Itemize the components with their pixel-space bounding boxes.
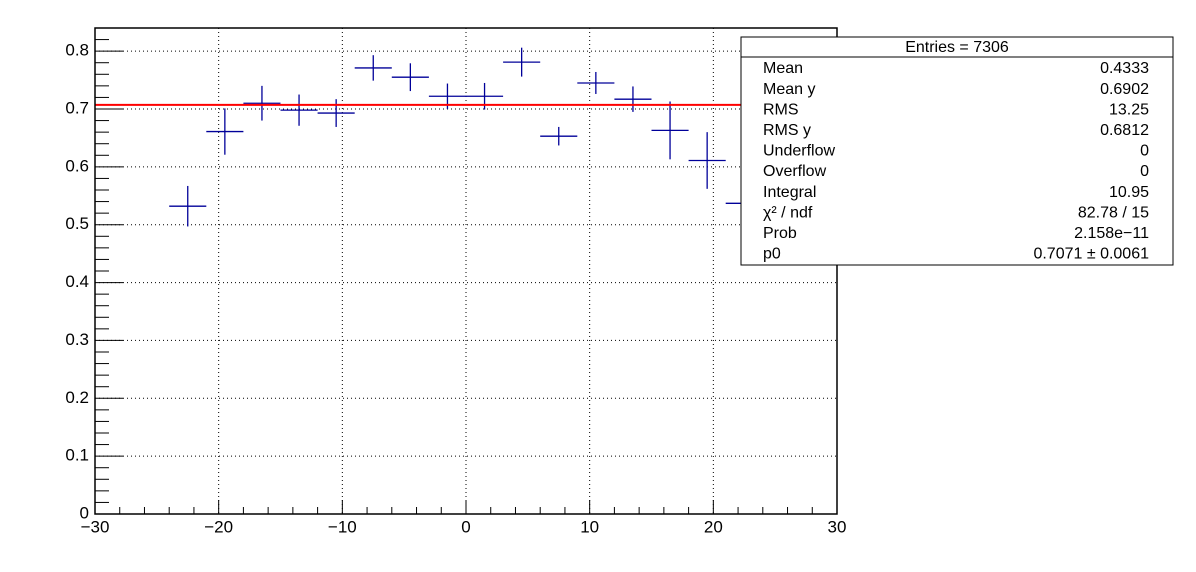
y-tick-label: 0.5: [65, 214, 89, 233]
stats-value: 0.7071 ± 0.0061: [1033, 246, 1149, 263]
x-tick-label: 0: [461, 517, 470, 536]
y-tick-label: 0.2: [65, 388, 89, 407]
stats-label: Mean y: [763, 81, 815, 98]
stats-value: 82.78 / 15: [1078, 204, 1149, 221]
y-tick-label: 0.8: [65, 41, 89, 60]
stats-value: 0.6902: [1100, 81, 1149, 98]
plot-frame: [94, 27, 838, 515]
stats-frame: [740, 36, 1174, 266]
stats-value: 0: [1140, 163, 1149, 180]
y-tick-label: 0.7: [65, 98, 89, 117]
stats-value: 13.25: [1109, 101, 1149, 118]
stats-label: Underflow: [763, 143, 835, 160]
stats-label: Overflow: [763, 163, 827, 180]
stats-label: χ² / ndf: [763, 204, 813, 221]
x-tick-label: 20: [704, 517, 723, 536]
stats-title: Entries = 7306: [905, 39, 1009, 56]
stats-label: Prob: [763, 225, 797, 242]
x-tick-label: −10: [328, 517, 357, 536]
stats-value: 0.6812: [1100, 122, 1149, 139]
stats-value: 2.158e−11: [1074, 225, 1149, 242]
stats-value: 0.4333: [1100, 60, 1149, 77]
stats-label: Mean: [763, 60, 803, 77]
y-tick-label: 0.3: [65, 330, 89, 349]
x-tick-label: −30: [81, 517, 110, 536]
y-tick-label: 0.1: [65, 446, 89, 465]
stats-value: 0: [1140, 143, 1149, 160]
x-tick-label: −20: [204, 517, 233, 536]
y-tick-label: 0.4: [65, 272, 89, 291]
y-tick-label: 0.6: [65, 156, 89, 175]
stats-label: p0: [763, 246, 781, 263]
stats-label: Integral: [763, 184, 816, 201]
stats-value: 10.95: [1109, 184, 1149, 201]
stats-label: RMS y: [763, 122, 811, 139]
stats-box: Entries = 7306 Mean 0.4333 Mean y 0.6902 RMS 1…: [740, 36, 1174, 266]
stats-label: RMS: [763, 101, 799, 118]
x-tick-label: 30: [828, 517, 847, 536]
x-tick-label: 10: [580, 517, 599, 536]
y-tick-label: 0: [80, 503, 89, 522]
